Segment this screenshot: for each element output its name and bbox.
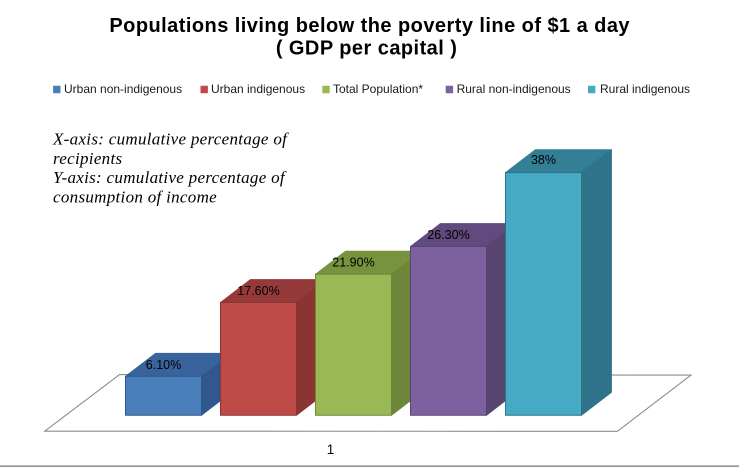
svg-text:17.60%: 17.60% — [237, 284, 279, 298]
svg-text:Rural non-indigenous: Rural non-indigenous — [457, 82, 571, 96]
svg-text:Rural indigenous: Rural indigenous — [600, 82, 690, 96]
svg-text:Urban non-indigenous: Urban non-indigenous — [64, 82, 182, 96]
svg-text:( GDP per capital ): ( GDP per capital ) — [276, 38, 458, 60]
svg-text:26.30%: 26.30% — [427, 228, 469, 242]
svg-text:6.10%: 6.10% — [146, 358, 181, 372]
svg-text:38%: 38% — [531, 153, 556, 167]
svg-text:Populations living below the p: Populations living below the poverty lin… — [109, 15, 630, 37]
svg-text:21.90%: 21.90% — [332, 256, 374, 270]
svg-text:1: 1 — [327, 442, 335, 457]
svg-text:recipients: recipients — [53, 149, 122, 168]
svg-text:Total Population*: Total Population* — [333, 82, 423, 96]
svg-text:Y-axis: cumulative percentage: Y-axis: cumulative percentage of — [53, 168, 287, 187]
svg-text:Urban indigenous: Urban indigenous — [211, 82, 305, 96]
svg-text:consumption of income: consumption of income — [53, 187, 217, 206]
svg-text:X-axis: cumulative percentage: X-axis: cumulative percentage of — [52, 130, 289, 149]
